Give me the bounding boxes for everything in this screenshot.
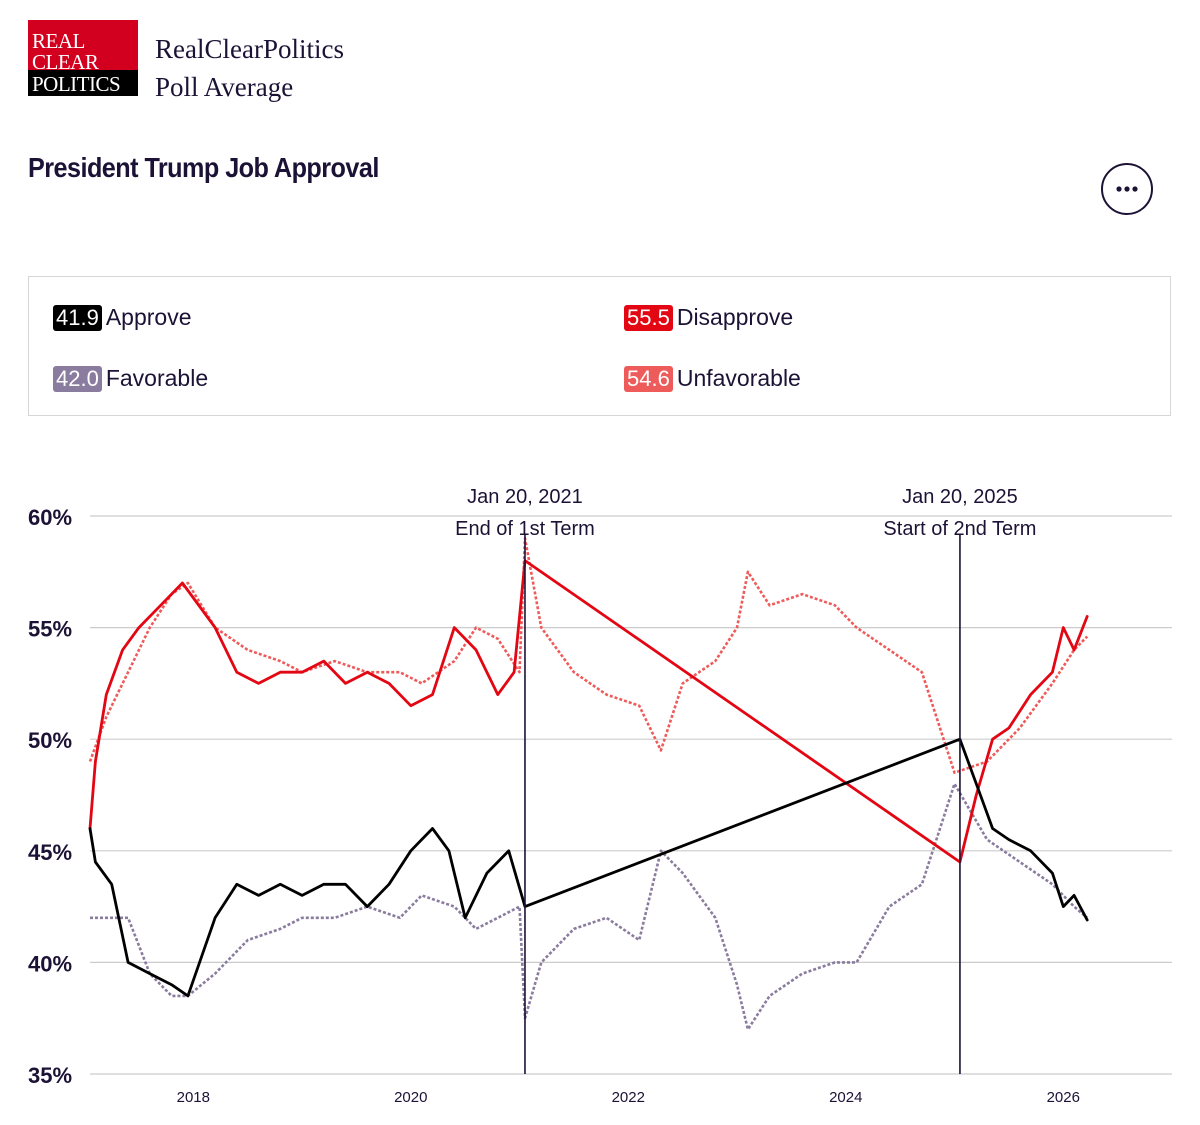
logo-text-politics: POLITICS	[32, 72, 121, 96]
approve-label: Approve	[105, 304, 192, 330]
disapprove-value-badge: 55.5	[624, 304, 673, 331]
y-tick-label: 55%	[28, 617, 72, 642]
rcp-logo[interactable]: REAL CLEAR POLITICS	[28, 20, 138, 96]
legend-unfavorable: 54.6 Unfavorable	[624, 365, 801, 392]
x-tick-label: 2024	[829, 1089, 862, 1106]
brand-block: RealClearPolitics Poll Average	[155, 30, 344, 106]
annotation-date: Jan 20, 2025	[902, 486, 1018, 508]
approve-value-badge: 41.9	[53, 304, 102, 331]
ellipsis-icon	[1116, 186, 1138, 192]
brand-subtitle: Poll Average	[155, 72, 294, 102]
unfavorable-value-badge: 54.6	[624, 365, 673, 392]
legend-favorable: 42.0 Favorable	[53, 365, 208, 392]
legend-approve: 41.9 Approve	[53, 304, 192, 331]
y-tick-label: 45%	[28, 840, 72, 865]
unfavorable-label: Unfavorable	[676, 365, 801, 391]
more-options-button[interactable]	[1101, 163, 1153, 215]
favorable-label: Favorable	[105, 365, 209, 391]
x-tick-label: 2018	[177, 1089, 210, 1106]
y-tick-label: 35%	[28, 1063, 72, 1088]
annotation-label: Start of 2nd Term	[883, 518, 1036, 540]
x-tick-label: 2020	[394, 1089, 427, 1106]
series-line-unfavorable	[88, 537, 1089, 774]
y-tick-label: 40%	[28, 951, 72, 976]
annotation-date: Jan 20, 2021	[467, 486, 583, 508]
x-tick-label: 2022	[612, 1089, 645, 1106]
logo-text-clear: CLEAR	[32, 50, 99, 74]
approval-chart: 35% 40% 45% 50% 55% 60% 2018 2020 2022 2024 2026 Ja…	[28, 486, 1172, 1106]
series-line-disapprove	[88, 559, 1089, 864]
legend-panel: 41.9 Approve 55.5 Disapprove 42.0 Favora…	[28, 276, 1171, 416]
series-line-approve	[88, 737, 1089, 998]
y-tick-label: 50%	[28, 728, 72, 753]
page-title: President Trump Job Approval	[28, 152, 379, 183]
disapprove-label: Disapprove	[676, 304, 794, 330]
series-line-favorable	[90, 782, 1089, 1031]
favorable-value-badge: 42.0	[53, 365, 102, 392]
y-tick-label: 60%	[28, 505, 72, 530]
brand-name: RealClearPolitics	[155, 34, 344, 64]
legend-disapprove: 55.5 Disapprove	[624, 304, 793, 331]
annotation-label: End of 1st Term	[455, 518, 595, 540]
x-tick-label: 2026	[1047, 1089, 1080, 1106]
logo-text-real: REAL	[32, 29, 85, 53]
logo-black-band	[28, 70, 138, 96]
